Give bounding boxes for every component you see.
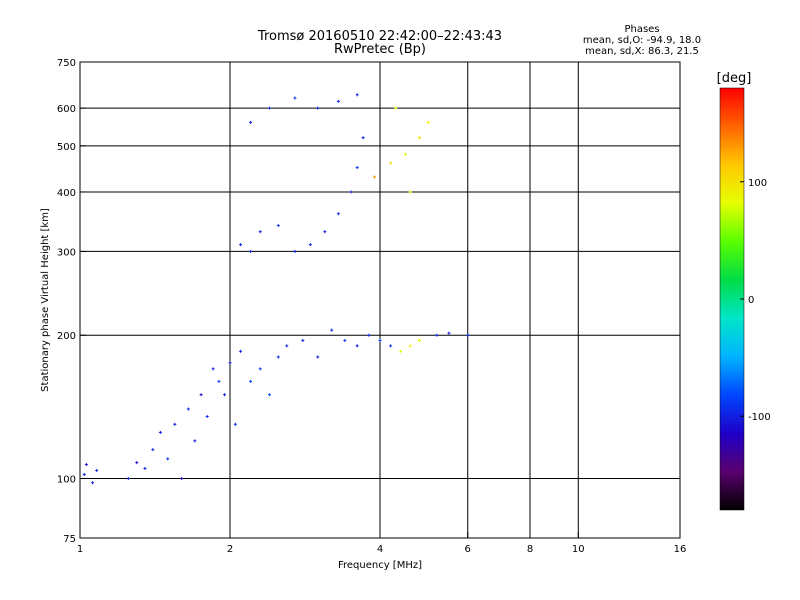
stats-line-o: mean, sd,O: -94.9, 18.0 <box>583 35 701 46</box>
data-point <box>316 355 320 359</box>
data-point <box>267 393 271 397</box>
data-point <box>399 349 403 353</box>
data-point <box>186 407 190 411</box>
data-point <box>361 136 365 140</box>
data-point <box>308 243 312 247</box>
data-point <box>143 466 147 470</box>
data-point <box>258 230 262 234</box>
data-point <box>199 393 203 397</box>
data-point <box>239 243 243 247</box>
x-tick-label: 16 <box>674 544 687 555</box>
colorbar-tick-label: 100 <box>748 178 767 189</box>
data-point <box>426 120 430 124</box>
data-point <box>343 338 347 342</box>
data-point <box>158 430 162 434</box>
data-point <box>389 344 393 348</box>
y-tick-label: 600 <box>57 104 76 115</box>
y-axis-ticks: 75 100 200 300 400 500 600 750 <box>57 58 86 545</box>
data-point <box>373 175 377 179</box>
chart-subtitle: RwPretec (Bp) <box>334 42 426 57</box>
data-point <box>355 166 359 170</box>
colorbar-tick-label: 0 <box>748 295 754 306</box>
data-point <box>394 106 398 110</box>
data-point <box>84 463 88 467</box>
data-point <box>417 338 421 342</box>
data-point <box>447 331 451 335</box>
x-tick-label: 10 <box>572 544 585 555</box>
colorbar-label: [deg] <box>717 71 752 86</box>
y-tick-label: 75 <box>63 534 76 545</box>
data-point <box>316 106 320 110</box>
data-point <box>82 472 86 476</box>
data-point <box>403 152 407 156</box>
data-point <box>323 230 327 234</box>
x-tick-label: 4 <box>377 544 383 555</box>
x-axis-ticks: 1 2 4 6 8 10 16 <box>77 532 687 555</box>
y-tick-label: 100 <box>57 475 76 486</box>
data-point <box>205 414 209 418</box>
data-point <box>435 333 439 337</box>
data-point <box>336 99 340 103</box>
data-point <box>389 161 393 165</box>
data-point <box>223 393 227 397</box>
data-point <box>228 361 232 365</box>
data-point <box>91 481 95 485</box>
data-point <box>336 212 340 216</box>
data-point <box>126 477 130 481</box>
y-tick-label: 500 <box>57 142 76 153</box>
data-point <box>135 461 139 465</box>
stats-heading: Phases <box>624 24 659 35</box>
data-point <box>293 249 297 253</box>
data-point <box>166 457 170 461</box>
y-tick-label: 750 <box>57 58 76 69</box>
chart-title: Tromsø 20160510 22:42:00–22:43:43 <box>257 29 502 44</box>
data-point <box>151 448 155 452</box>
data-point <box>249 379 253 383</box>
data-point <box>293 96 297 100</box>
y-axis-label: Stationary phase Virtual Height [km] <box>40 208 51 392</box>
data-points <box>82 93 470 485</box>
data-point <box>349 190 353 194</box>
colorbar-ticks: 100 0 -100 <box>740 178 771 423</box>
data-point <box>408 190 412 194</box>
data-point <box>217 379 221 383</box>
x-tick-label: 2 <box>227 544 233 555</box>
y-tick-label: 200 <box>57 331 76 342</box>
x-tick-label: 1 <box>77 544 83 555</box>
data-point <box>249 249 253 253</box>
colorbar-tick-label: -100 <box>748 412 771 423</box>
data-point <box>239 349 243 353</box>
data-point <box>466 333 470 337</box>
data-point <box>330 328 334 332</box>
data-point <box>408 344 412 348</box>
y-tick-label: 300 <box>57 247 76 258</box>
data-point <box>276 355 280 359</box>
data-point <box>258 367 262 371</box>
data-point <box>95 468 99 472</box>
x-axis-label: Frequency [MHz] <box>338 560 422 571</box>
data-point <box>267 106 271 110</box>
data-point <box>193 439 197 443</box>
data-point <box>355 344 359 348</box>
data-point <box>180 477 184 481</box>
x-tick-label: 8 <box>527 544 533 555</box>
x-tick-label: 6 <box>465 544 471 555</box>
grid-lines <box>80 62 680 538</box>
data-point <box>233 422 237 426</box>
data-point <box>367 333 371 337</box>
data-point <box>211 367 215 371</box>
data-point <box>276 224 280 228</box>
data-point <box>417 136 421 140</box>
data-point <box>301 338 305 342</box>
y-tick-label: 400 <box>57 188 76 199</box>
data-point <box>355 93 359 97</box>
data-point <box>173 422 177 426</box>
data-point <box>285 344 289 348</box>
data-point <box>249 120 253 124</box>
data-point <box>378 338 382 342</box>
stats-line-x: mean, sd,X: 86.3, 21.5 <box>585 46 699 57</box>
